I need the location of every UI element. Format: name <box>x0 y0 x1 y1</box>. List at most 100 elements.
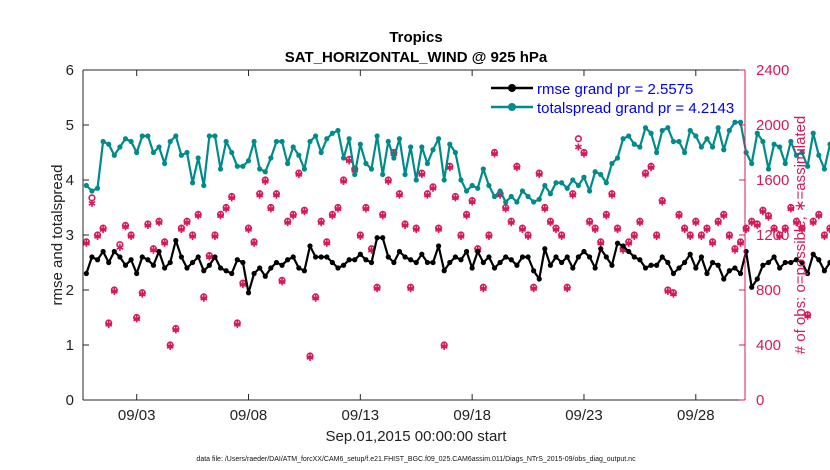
assimilated-obs-point <box>116 243 124 251</box>
totalspread-point <box>726 127 732 134</box>
rmse-point <box>352 257 358 263</box>
totalspread-point <box>620 136 626 142</box>
totalspread-point <box>777 144 783 150</box>
y-right-tick-label: 1200 <box>756 227 789 244</box>
footnote: data file: /Users/raeder/DAI/ATM_forcXX/… <box>196 456 636 463</box>
rmse-point <box>229 270 235 277</box>
totalspread-point <box>475 185 481 191</box>
rmse-point <box>217 265 224 271</box>
assimilated-obs-point <box>183 219 191 227</box>
rmse-point <box>743 248 749 255</box>
assimilated-obs-point <box>429 184 437 192</box>
assimilated-obs-point <box>518 225 527 234</box>
rmse-point <box>547 262 554 268</box>
assimilated-obs-point <box>546 219 554 227</box>
rmse-point <box>698 254 704 260</box>
totalspread-point <box>810 130 816 136</box>
assimilated-obs-point <box>625 239 633 247</box>
rmse-point <box>83 270 89 277</box>
totalspread-point <box>531 199 537 205</box>
assimilated-obs-point <box>384 177 392 185</box>
totalspread-point <box>206 133 212 139</box>
totalspread-point <box>195 155 201 161</box>
totalspread-point <box>654 149 660 156</box>
totalspread-point <box>245 158 252 164</box>
rmse-point <box>139 254 145 260</box>
assimilated-obs-point <box>82 239 90 247</box>
rmse-point <box>346 257 352 263</box>
y-right-tick-label: 400 <box>756 337 781 354</box>
assimilated-obs-point <box>490 150 499 158</box>
rmse-point <box>586 254 593 260</box>
assimilated-obs-point <box>703 225 711 234</box>
rmse-point <box>771 254 777 260</box>
totalspread-point <box>598 171 604 178</box>
rmse-point <box>726 268 732 274</box>
y-right-tick-label: 0 <box>756 392 764 409</box>
assimilated-obs-point <box>172 326 180 334</box>
rmse-point <box>799 259 805 266</box>
rmse-point <box>542 246 548 252</box>
rmse-point <box>715 262 721 268</box>
rmse-point <box>592 265 598 271</box>
rmse-point <box>324 254 330 260</box>
rmse-point <box>503 254 509 260</box>
assimilated-obs-point <box>323 239 331 247</box>
totalspread-point <box>189 180 196 186</box>
rmse-point <box>463 248 470 255</box>
assimilated-obs-point <box>485 232 493 240</box>
x-tick-label: 09/28 <box>677 407 715 424</box>
totalspread-point <box>441 177 447 183</box>
x-tick-label: 09/23 <box>565 407 603 424</box>
totalspread-point <box>737 119 744 125</box>
possible-obs-point <box>574 135 582 143</box>
rmse-point <box>659 254 665 260</box>
totalspread-point <box>799 149 805 156</box>
assimilated-obs-point <box>664 287 672 295</box>
totalspread-point <box>503 199 509 205</box>
totalspread-point <box>626 133 632 139</box>
rmse-point <box>631 254 637 260</box>
assimilated-obs-point <box>541 205 549 213</box>
totalspread-point <box>715 125 721 131</box>
assimilated-obs-point <box>127 232 135 240</box>
rmse-point <box>268 265 274 271</box>
y-right-tick-label: 1600 <box>756 172 789 189</box>
assimilated-obs-point <box>407 285 415 293</box>
assimilated-obs-point <box>418 170 426 179</box>
totalspread-point <box>793 152 800 158</box>
assimilated-obs-point <box>507 219 515 227</box>
assimilated-obs-point <box>641 170 650 179</box>
rmse-point <box>167 259 173 266</box>
rmse-point <box>626 248 632 255</box>
rmse-point <box>665 259 671 266</box>
rmse-point <box>134 270 140 277</box>
assimilated-obs-point <box>502 205 510 213</box>
rmse-point <box>374 235 380 241</box>
assimilated-obs-point <box>340 177 348 185</box>
totalspread-point <box>704 136 710 142</box>
assimilated-obs-point <box>558 232 566 240</box>
rmse-point <box>234 257 240 263</box>
totalspread-point <box>687 127 693 134</box>
rmse-point <box>497 259 503 266</box>
rmse-point <box>693 265 699 271</box>
assimilated-obs-point <box>787 205 795 213</box>
rmse-point <box>100 248 106 255</box>
totalspread-point <box>83 182 89 189</box>
y-right-tick-label: 800 <box>756 282 781 299</box>
assimilated-obs-point <box>144 221 152 229</box>
rmse-point <box>307 243 313 249</box>
totalspread-point <box>285 160 291 167</box>
assimilated-obs-point <box>138 290 146 298</box>
rmse-point <box>128 257 134 263</box>
x-tick-label: 09/08 <box>230 407 268 424</box>
assimilated-obs-point <box>597 239 605 247</box>
rmse-point <box>279 262 285 268</box>
totalspread-point <box>335 127 341 134</box>
rmse-point <box>94 257 101 263</box>
rmse-point <box>581 248 587 255</box>
assimilated-obs-point <box>423 191 431 199</box>
totalspread-point <box>156 144 162 150</box>
assimilated-obs-point <box>720 212 728 220</box>
